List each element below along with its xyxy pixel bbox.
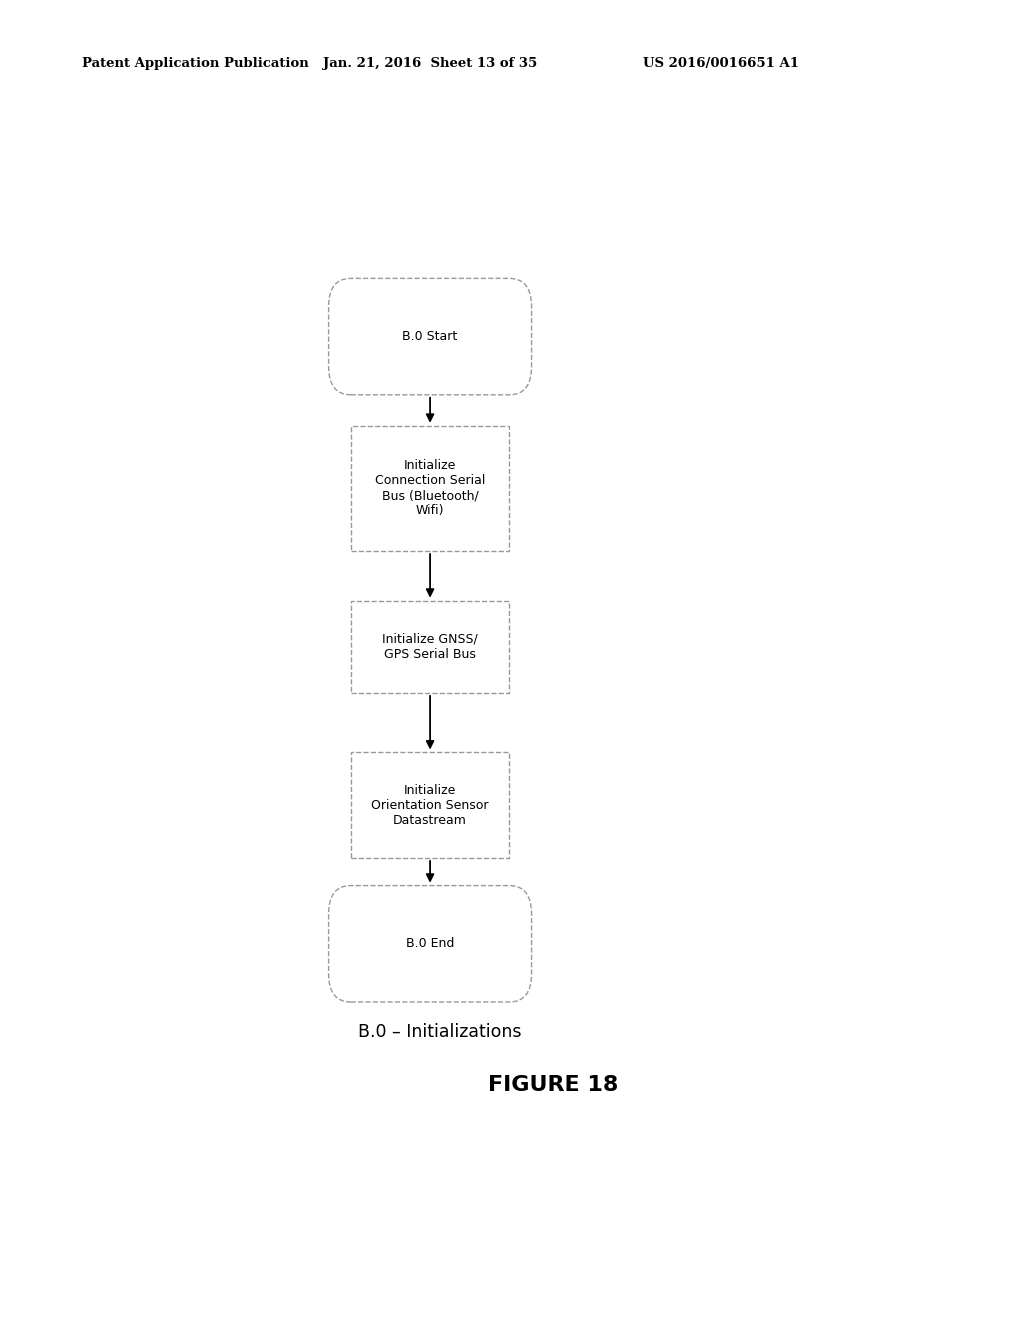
Text: B.0 End: B.0 End: [406, 937, 455, 950]
FancyBboxPatch shape: [329, 279, 531, 395]
FancyBboxPatch shape: [350, 601, 509, 693]
FancyBboxPatch shape: [350, 752, 509, 858]
Text: US 2016/0016651 A1: US 2016/0016651 A1: [643, 57, 799, 70]
Text: Initialize
Connection Serial
Bus (Bluetooth/
Wifi): Initialize Connection Serial Bus (Blueto…: [375, 459, 485, 517]
Text: Patent Application Publication: Patent Application Publication: [82, 57, 308, 70]
FancyBboxPatch shape: [329, 886, 531, 1002]
Text: B.0 Start: B.0 Start: [402, 330, 458, 343]
Text: Jan. 21, 2016  Sheet 13 of 35: Jan. 21, 2016 Sheet 13 of 35: [323, 57, 538, 70]
Text: B.0 – Initializations: B.0 – Initializations: [358, 1023, 522, 1041]
Text: Initialize
Orientation Sensor
Datastream: Initialize Orientation Sensor Datastream: [372, 784, 488, 826]
Text: FIGURE 18: FIGURE 18: [487, 1074, 618, 1096]
FancyBboxPatch shape: [350, 425, 509, 552]
Text: Initialize GNSS/
GPS Serial Bus: Initialize GNSS/ GPS Serial Bus: [382, 632, 478, 661]
